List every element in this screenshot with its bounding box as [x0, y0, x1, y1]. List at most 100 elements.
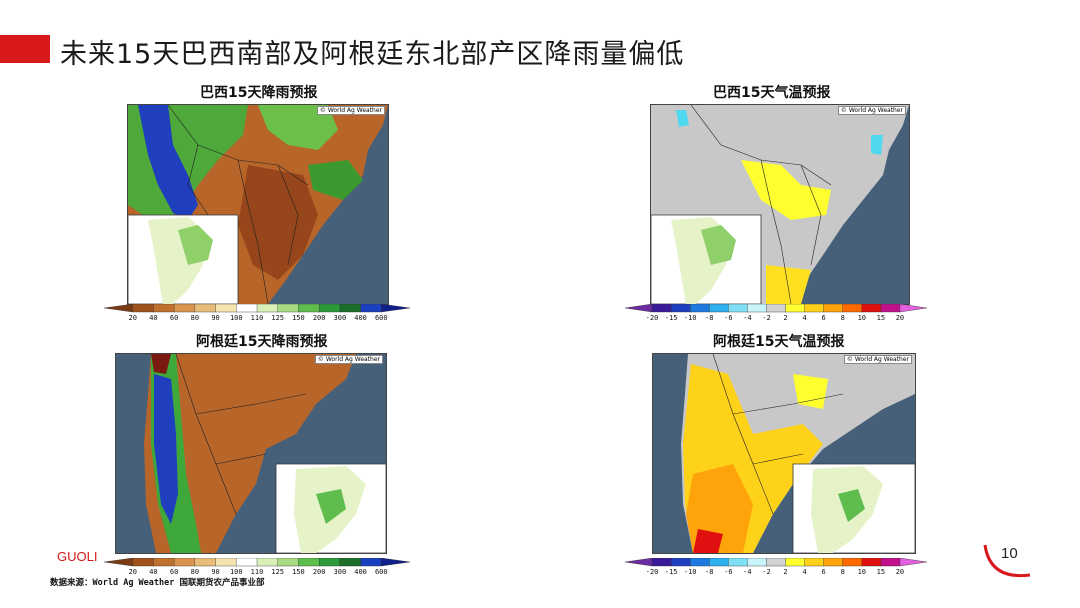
legend-swatch — [132, 558, 155, 567]
legend-swatch — [298, 304, 320, 313]
legend-tick-label: 100 — [229, 314, 243, 322]
legend-tick-label: 2 — [783, 568, 788, 576]
legend-swatch — [173, 558, 196, 567]
legend-swatch — [215, 558, 237, 567]
legend-tick-label: 600 — [374, 568, 388, 576]
legend-swatch — [651, 304, 672, 313]
legend-tick-label: 80 — [190, 314, 200, 322]
data-source: 数据来源：World Ag Weather 国联期货农产品事业部 — [50, 578, 265, 588]
legend-tick-label: -15 — [664, 568, 678, 576]
legend-swatch — [880, 304, 901, 313]
legend-swatch — [236, 558, 258, 567]
argentina-rain-title: 阿根廷15天降雨预报 — [196, 334, 328, 350]
legend-tick-label: -4 — [743, 314, 752, 322]
legend-swatch — [823, 558, 844, 567]
legend-swatch — [689, 558, 710, 567]
legend-swatch — [625, 558, 653, 567]
legend-swatch — [339, 558, 362, 567]
legend-swatch — [766, 558, 787, 567]
legend-tick-label: 150 — [292, 314, 305, 322]
legend-tick-label: 15 — [876, 314, 886, 322]
legend-swatch — [804, 558, 825, 567]
legend-swatch — [104, 304, 133, 313]
legend-tick-label: 60 — [169, 568, 179, 576]
legend-swatch — [153, 558, 175, 567]
brazil-rain-map: © World Ag Weather — [127, 104, 389, 305]
legend-tick-label: 20 — [895, 314, 905, 322]
legend-tick-label: -2 — [762, 568, 771, 576]
legend-tick-label: 300 — [333, 568, 347, 576]
legend-swatch — [381, 304, 410, 313]
legend-tick-label: 90 — [211, 314, 220, 322]
legend-swatch — [625, 304, 653, 313]
legend-tick-label: 110 — [250, 314, 264, 322]
brazil-rain-title: 巴西15天降雨预报 — [200, 85, 318, 101]
legend-tick-label: 200 — [312, 568, 326, 576]
legend-tick-label: 8 — [840, 314, 845, 322]
legend-tick-label: 600 — [374, 314, 388, 322]
argentina-rain-map: © World Ag Weather — [115, 353, 387, 554]
legend-tick-label: 90 — [211, 568, 220, 576]
legend-tick-label: 200 — [312, 314, 326, 322]
legend-tick-label: 20 — [128, 568, 137, 576]
legend-swatch — [318, 304, 341, 313]
legend-swatch — [861, 304, 882, 313]
legend-swatch — [747, 558, 768, 567]
map-credit: © World Ag Weather — [314, 355, 383, 364]
legend-tick-label: 4 — [802, 568, 807, 576]
legend-swatch — [256, 558, 279, 567]
legend-tick-label: 40 — [149, 568, 158, 576]
legend-tick-label: -10 — [683, 568, 697, 576]
legend-swatch — [298, 558, 320, 567]
brazil-temp-title: 巴西15天气温预报 — [713, 85, 831, 101]
legend-swatch — [277, 304, 300, 313]
rain-legend-top: 20 40 60 80 90 100 110 125 150 200 300 400 600 — [104, 304, 410, 326]
legend-tick-label: 10 — [857, 314, 867, 322]
legend-swatch — [194, 304, 217, 313]
legend-tick-label: 400 — [354, 314, 367, 322]
legend-swatch — [194, 558, 217, 567]
legend-swatch — [339, 304, 362, 313]
legend-tick-label: -8 — [705, 314, 714, 322]
legend-swatch — [823, 304, 844, 313]
legend-tick-label: 10 — [857, 568, 867, 576]
legend-swatch — [256, 304, 279, 313]
legend-tick-label: 60 — [169, 314, 179, 322]
map-credit: © World Ag Weather — [843, 355, 912, 364]
legend-swatch — [670, 304, 691, 313]
legend-swatch — [318, 558, 341, 567]
legend-swatch — [153, 304, 175, 313]
legend-tick-label: -8 — [705, 568, 714, 576]
legend-tick-label: -10 — [683, 314, 697, 322]
legend-tick-label: -15 — [664, 314, 678, 322]
legend-swatch — [728, 558, 749, 567]
legend-tick-label: 6 — [821, 314, 826, 322]
legend-swatch — [360, 558, 382, 567]
legend-swatch — [709, 304, 730, 313]
legend-tick-label: 20 — [895, 568, 905, 576]
legend-swatch — [766, 304, 787, 313]
legend-swatch — [215, 304, 237, 313]
legend-tick-label: 8 — [840, 568, 845, 576]
temp-legend-bottom: -20 -15 -10 -8 -6 -4 -2 2 4 6 8 10 15 20 — [625, 558, 927, 580]
legend-swatch — [842, 304, 863, 313]
legend-tick-label: 400 — [354, 568, 367, 576]
argentina-temp-title: 阿根廷15天气温预报 — [713, 334, 845, 350]
legend-swatch — [670, 558, 691, 567]
slide-title: 未来15天巴西南部及阿根廷东北部产区降雨量偏低 — [60, 39, 685, 70]
legend-tick-label: -4 — [743, 568, 752, 576]
legend-swatch — [804, 304, 825, 313]
map-credit: © World Ag Weather — [316, 106, 385, 115]
legend-swatch — [899, 558, 927, 567]
legend-tick-label: -6 — [724, 568, 733, 576]
legend-tick-label: 125 — [271, 314, 285, 322]
legend-tick-label: -20 — [645, 568, 659, 576]
legend-swatch — [132, 304, 155, 313]
legend-tick-label: 40 — [149, 314, 158, 322]
brazil-temp-map: © World Ag Weather — [650, 104, 910, 305]
map-credit: © World Ag Weather — [837, 106, 906, 115]
legend-swatch — [173, 304, 196, 313]
legend-tick-label: 2 — [783, 314, 788, 322]
legend-tick-label: 150 — [292, 568, 305, 576]
legend-swatch — [842, 558, 863, 567]
